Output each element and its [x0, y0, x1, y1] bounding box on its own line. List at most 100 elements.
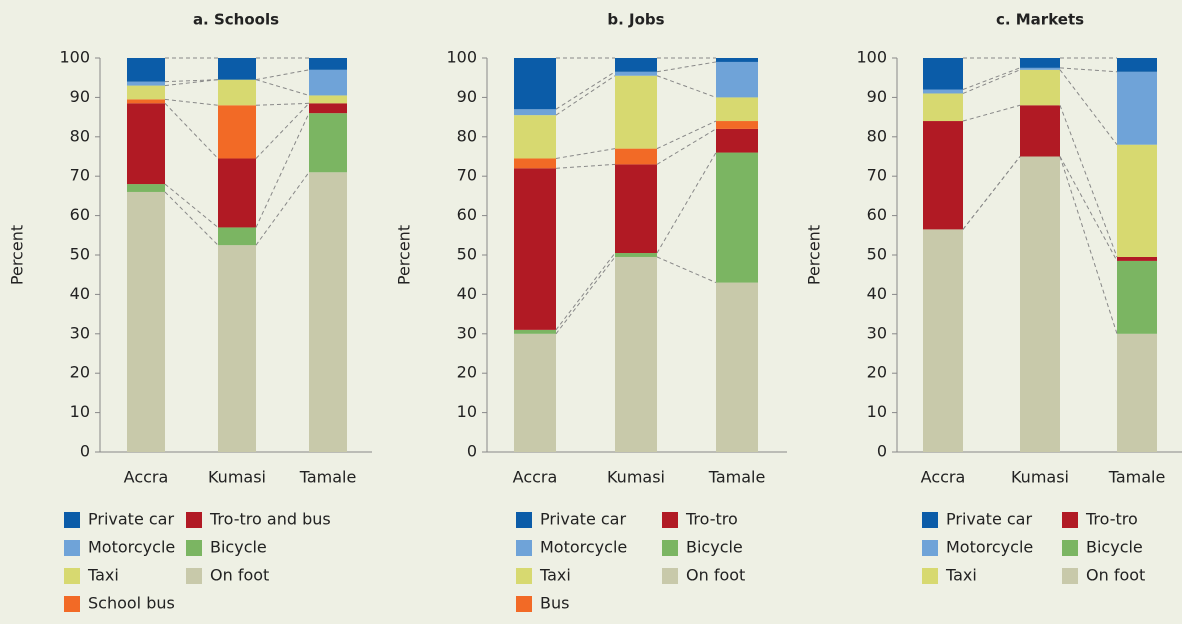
legend-label: On foot [1086, 566, 1145, 585]
legend-label: Bicycle [210, 538, 267, 557]
bar-segment [716, 152, 758, 283]
y-tick-label: 10 [457, 402, 477, 421]
bar-segment [218, 158, 256, 228]
bar-segment [127, 99, 165, 104]
bar-segment [1020, 156, 1060, 452]
legend-swatch [64, 568, 80, 584]
legend-swatch [922, 540, 938, 556]
y-axis-label: Percent [805, 225, 824, 285]
bar-segment [514, 168, 556, 330]
bar-segment [309, 113, 347, 173]
y-tick-label: 100 [59, 48, 90, 67]
legend-swatch [516, 540, 532, 556]
legend-label: Bus [540, 594, 569, 613]
legend-swatch [186, 540, 202, 556]
connector [1059, 156, 1118, 262]
y-tick-label: 80 [867, 126, 887, 145]
bar-segment [615, 253, 657, 257]
bar-segment [309, 58, 347, 70]
x-tick-label: Tamale [299, 468, 357, 487]
bar-segment [514, 329, 556, 334]
y-tick-label: 30 [457, 323, 477, 342]
y-axis-label: Percent [8, 225, 27, 285]
connector [255, 79, 310, 96]
connector [164, 191, 219, 246]
bar-segment [127, 58, 165, 82]
connector [164, 102, 219, 159]
bar-segment [309, 172, 347, 452]
legend-label: Motorcycle [946, 538, 1033, 557]
legend-label: Private car [88, 510, 174, 529]
legend-swatch [64, 540, 80, 556]
y-tick-label: 60 [457, 205, 477, 224]
y-tick-label: 10 [70, 402, 90, 421]
legend-label: School bus [88, 594, 175, 613]
bar-segment [218, 58, 256, 80]
y-tick-label: 40 [457, 284, 477, 303]
y-tick-label: 100 [446, 48, 477, 67]
y-tick-label: 40 [867, 284, 887, 303]
connector [555, 71, 616, 110]
legend-swatch [662, 568, 678, 584]
bar-segment [1117, 58, 1157, 72]
connector [962, 156, 1021, 230]
connector [164, 79, 219, 87]
y-tick-label: 90 [70, 87, 90, 106]
bar-segment [1117, 71, 1157, 145]
bar-segment [218, 79, 256, 106]
bar-segment [1117, 333, 1157, 452]
bar-segment [127, 85, 165, 100]
bar-segment [716, 128, 758, 153]
bar-segment [127, 81, 165, 86]
y-tick-label: 90 [457, 87, 477, 106]
x-tick-label: Tamale [708, 468, 766, 487]
bar-segment [923, 58, 963, 90]
legend-label: Tro-tro [1085, 510, 1138, 529]
legend-swatch [922, 568, 938, 584]
legend-swatch [516, 512, 532, 528]
y-tick-label: 0 [467, 442, 477, 461]
x-tick-label: Kumasi [208, 468, 266, 487]
bar-segment [127, 191, 165, 452]
legend-label: On foot [210, 566, 269, 585]
legend-label: Motorcycle [88, 538, 175, 557]
connector [1059, 105, 1118, 258]
legend-swatch [516, 568, 532, 584]
bar-segment [514, 58, 556, 110]
x-tick-label: Tamale [1108, 468, 1166, 487]
y-tick-label: 100 [856, 48, 887, 67]
legend-label: Taxi [945, 566, 977, 585]
y-tick-label: 50 [70, 245, 90, 264]
legend-swatch [1062, 512, 1078, 528]
y-tick-label: 70 [867, 166, 887, 185]
connector [164, 98, 219, 106]
connector [164, 79, 219, 83]
legend-swatch [186, 568, 202, 584]
legend-swatch [662, 540, 678, 556]
y-tick-label: 60 [867, 205, 887, 224]
y-tick-label: 80 [70, 126, 90, 145]
legend-swatch [1062, 568, 1078, 584]
bar-segment [1117, 256, 1157, 261]
y-tick-label: 0 [80, 442, 90, 461]
bar-segment [127, 103, 165, 185]
y-tick-label: 60 [70, 205, 90, 224]
bar-segment [923, 93, 963, 122]
bar-segment [309, 95, 347, 104]
legend-label: Tro-tro [685, 510, 738, 529]
bar-segment [127, 184, 165, 192]
bar-segment [615, 148, 657, 165]
bar-segment [309, 103, 347, 114]
connector [555, 163, 616, 169]
connector [1059, 156, 1118, 334]
bar-segment [514, 333, 556, 452]
connector [656, 128, 717, 165]
legend-swatch [662, 512, 678, 528]
connector [656, 152, 717, 254]
bar-segment [218, 227, 256, 246]
legend-label: Tro-tro and bus [209, 510, 331, 529]
connector [555, 256, 616, 335]
legend-label: On foot [686, 566, 745, 585]
y-tick-label: 80 [457, 126, 477, 145]
